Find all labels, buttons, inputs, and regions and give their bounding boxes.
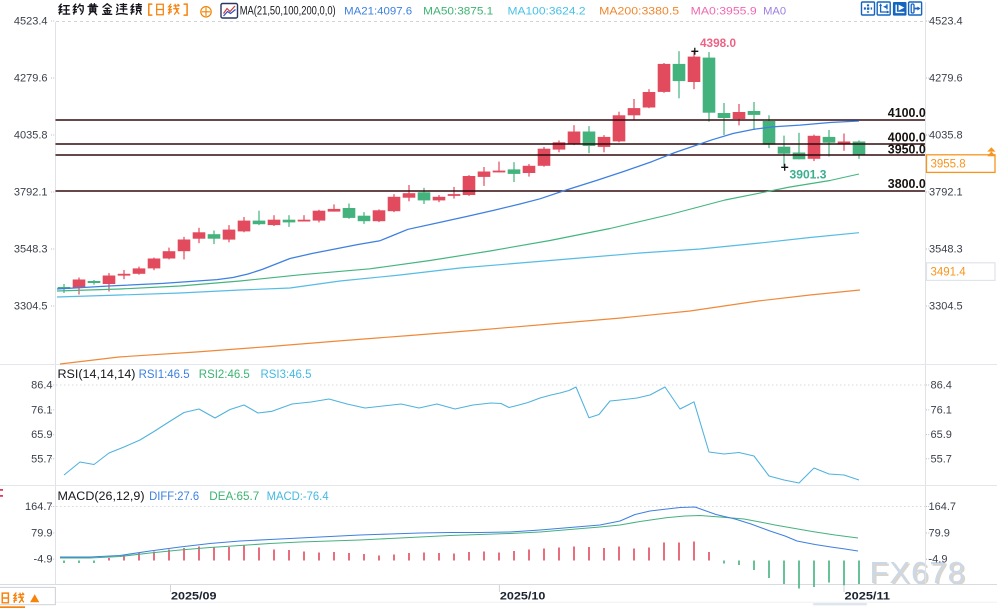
svg-text:-4.9: -4.9 <box>929 554 948 566</box>
svg-text:86.4: 86.4 <box>31 379 52 391</box>
svg-text:RSI3:46.5: RSI3:46.5 <box>261 369 312 381</box>
svg-text:3491.4: 3491.4 <box>931 267 967 279</box>
svg-text:MA0:3955.9: MA0:3955.9 <box>691 6 757 18</box>
svg-text:3548.3: 3548.3 <box>929 244 963 256</box>
svg-text:2025/09: 2025/09 <box>171 591 217 603</box>
svg-text:-4.9: -4.9 <box>34 554 53 566</box>
svg-text:55.7: 55.7 <box>931 453 952 465</box>
svg-text:3792.1: 3792.1 <box>929 187 963 199</box>
svg-text:3950.0: 3950.0 <box>888 141 926 156</box>
svg-text:79.9: 79.9 <box>929 528 950 540</box>
svg-text:79.9: 79.9 <box>31 528 52 540</box>
svg-text:4398.0: 4398.0 <box>700 38 736 50</box>
svg-text:MA50:3875.1: MA50:3875.1 <box>423 6 493 18</box>
svg-text:3901.3: 3901.3 <box>790 170 827 182</box>
svg-text:164.7: 164.7 <box>929 501 957 513</box>
svg-text:RSI1:46.5: RSI1:46.5 <box>139 369 190 381</box>
svg-text:MA21:4097.6: MA21:4097.6 <box>344 6 412 18</box>
svg-text:4100.0: 4100.0 <box>888 105 926 120</box>
svg-text:DEA:65.7: DEA:65.7 <box>209 491 259 503</box>
svg-text:3304.5: 3304.5 <box>929 301 963 313</box>
svg-text:3548.3: 3548.3 <box>14 244 48 256</box>
svg-text:MA100:3624.2: MA100:3624.2 <box>508 6 586 18</box>
svg-text:4035.8: 4035.8 <box>929 130 963 142</box>
svg-text:65.9: 65.9 <box>931 429 952 441</box>
svg-text:MACD:-76.4: MACD:-76.4 <box>267 491 330 503</box>
svg-text:55.7: 55.7 <box>31 453 52 465</box>
svg-text:4279.6: 4279.6 <box>14 73 48 85</box>
svg-text:3955.8: 3955.8 <box>931 159 966 171</box>
svg-text:86.4: 86.4 <box>931 379 952 391</box>
svg-text:FX678: FX678 <box>871 556 967 591</box>
svg-text:MA200:3380.5: MA200:3380.5 <box>599 6 679 18</box>
svg-text:MA(21,50,100,200,0,0): MA(21,50,100,200,0,0) <box>240 6 336 18</box>
svg-text:MA0: MA0 <box>763 6 786 18</box>
svg-text:4523.4: 4523.4 <box>14 16 48 28</box>
svg-text:MACD(26,12,9): MACD(26,12,9) <box>58 491 145 503</box>
svg-text:76.1: 76.1 <box>31 404 52 416</box>
svg-text:3792.1: 3792.1 <box>14 187 48 199</box>
svg-text:2025/11: 2025/11 <box>845 591 891 603</box>
svg-text:RSI2:46.5: RSI2:46.5 <box>199 369 250 381</box>
svg-text:2025/10: 2025/10 <box>500 591 546 603</box>
svg-text:3304.5: 3304.5 <box>14 301 48 313</box>
svg-text:65.9: 65.9 <box>31 429 52 441</box>
svg-text:DIFF:27.6: DIFF:27.6 <box>149 491 199 503</box>
svg-text:RSI(14,14,14): RSI(14,14,14) <box>58 369 136 381</box>
svg-text:3800.0: 3800.0 <box>888 176 926 191</box>
svg-text:76.1: 76.1 <box>931 404 952 416</box>
svg-text:4279.6: 4279.6 <box>929 73 963 85</box>
svg-text:4035.8: 4035.8 <box>14 130 48 142</box>
svg-text:4000.0: 4000.0 <box>888 129 926 144</box>
svg-text:164.7: 164.7 <box>25 501 53 513</box>
svg-text:4523.4: 4523.4 <box>929 16 963 28</box>
